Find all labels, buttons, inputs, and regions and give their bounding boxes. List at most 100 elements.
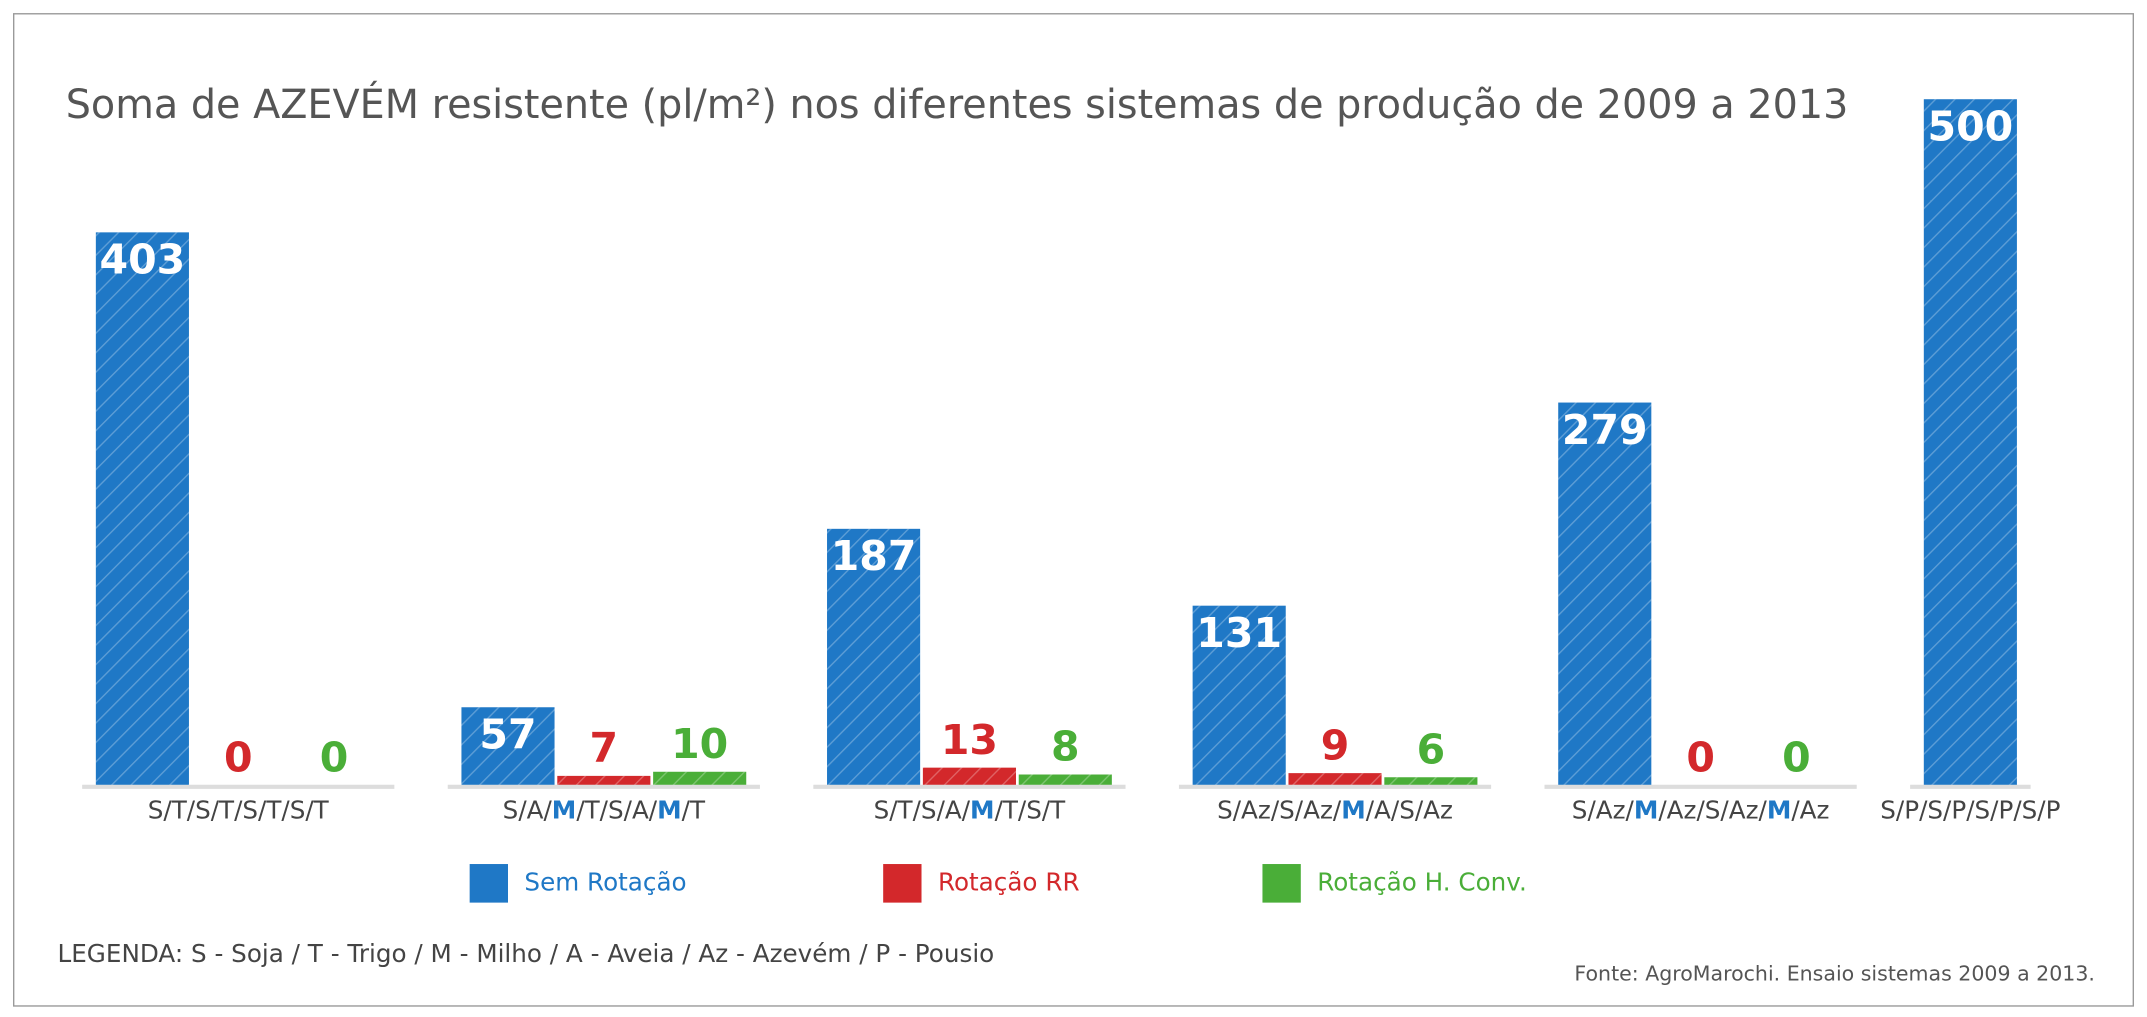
x-tick-part: / [518,796,527,825]
x-tick-part: / [1919,796,1928,825]
chart-title: Soma de AZEVÉM resistente (pl/m²) nos di… [66,81,1849,128]
x-tick-part: / [1295,796,1304,825]
x-tick-label: S/Az/S/Az/M/A/S/Az [1217,796,1453,825]
x-tick-part: / [682,796,691,825]
bar-hatch [461,707,555,786]
x-tick-part: / [995,796,1004,825]
x-tick-part: / [1626,796,1635,825]
x-tick-part: S [921,796,937,825]
x-tick-part: / [258,796,267,825]
legend-swatch [1262,864,1301,903]
x-tick-label: S/P/S/P/S/P/S/P [1880,796,2060,825]
x-tick-part: P [1904,796,1919,825]
value-label: 8 [1051,723,1080,771]
x-tick-part: S [1217,796,1233,825]
x-tick-part: Az [1667,796,1697,825]
x-tick-part: / [1696,796,1705,825]
x-tick-part: T [265,796,282,825]
x-tick-part: S [1279,796,1295,825]
x-tick-part: / [1415,796,1424,825]
x-tick-part: / [649,796,658,825]
x-tick-part: A [945,796,962,825]
x-tick-part: M [1341,796,1366,825]
source: Fonte: AgroMarochi. Ensaio sistemas 2009… [1574,961,2095,985]
x-tick-label: S/Az/M/Az/S/Az/M/Az [1572,796,1830,825]
x-tick-part: / [1658,796,1667,825]
x-tick-part: S [2022,796,2038,825]
x-tick-part: / [234,796,243,825]
x-tick-part: M [552,796,577,825]
bar-hatch [922,767,1016,786]
x-tick-part: T [218,796,235,825]
x-tick-part: / [1018,796,1027,825]
x-tick-part: S [1880,796,1896,825]
x-tick-part: T [584,796,601,825]
bar-hatch [557,775,651,786]
bar-hatch [1192,605,1286,786]
x-tick-part: T [897,796,914,825]
legend-swatch [469,864,508,903]
value-label: 0 [1782,734,1811,782]
x-tick-label: S/T/S/T/S/T/S/T [148,796,330,825]
x-tick-part: S [242,796,258,825]
x-tick-part: M [970,796,995,825]
x-tick-part: / [576,796,585,825]
value-label: 187 [831,532,917,580]
x-tick-part: S [195,796,211,825]
x-tick-part: / [1966,796,1975,825]
x-tick-part: / [1720,796,1729,825]
x-tick-label: S/A/M/T/S/A/M/T [503,796,706,825]
value-label: 500 [1928,102,2014,150]
x-tick-part: Az [1303,796,1333,825]
x-tick-part: T [1002,796,1019,825]
value-label: 0 [1686,734,1715,782]
x-tick-part: / [187,796,196,825]
x-tick-part: S [608,796,624,825]
x-tick-part: / [543,796,552,825]
x-tick-part: S [1927,796,1943,825]
value-label: 0 [224,734,253,782]
x-tick-part: S [503,796,519,825]
legend-swatch [883,864,922,903]
x-tick-part: S [148,796,164,825]
x-tick-part: / [1366,796,1375,825]
x-tick-part: T [1049,796,1066,825]
legend-label: Rotação RR [938,867,1080,896]
x-tick-part: / [1896,796,1905,825]
x-tick-part: P [1998,796,2013,825]
x-tick-part: / [1233,796,1242,825]
x-tick-part: M [1634,796,1659,825]
bar-hatch [1558,402,1652,786]
x-tick-part: A [1374,796,1391,825]
legend-label: Sem Rotação [524,867,686,896]
bar-hatch [827,528,921,786]
x-tick-part: A [632,796,649,825]
x-tick-part: / [1042,796,1051,825]
x-tick-part: / [1759,796,1768,825]
x-tick-part: / [1943,796,1952,825]
x-tick-part: S [1026,796,1042,825]
value-label: 6 [1417,725,1446,773]
x-tick-part: / [2013,796,2022,825]
legend-label: Rotação H. Conv. [1317,867,1527,896]
x-tick-part: / [1587,796,1596,825]
frame [13,13,2134,1007]
x-tick-part: / [211,796,220,825]
x-tick-part: / [889,796,898,825]
bar-hatch [95,232,189,786]
x-tick-part: P [1951,796,1966,825]
x-tick-part: Az [1241,796,1271,825]
x-tick-label: S/T/S/A/M/T/S/T [874,796,1067,825]
bar-hatch [1384,777,1478,786]
x-tick-part: / [1791,796,1800,825]
x-tick-part: / [1990,796,1999,825]
x-tick-part: S [1975,796,1991,825]
legend-note: LEGENDA: S - Soja / T - Trigo / M - Milh… [58,939,995,968]
value-label: 10 [671,720,728,768]
bar-hatch [1923,99,2017,786]
x-tick-part: Az [1423,796,1453,825]
value-label: 9 [1321,721,1350,769]
x-tick-part: / [624,796,633,825]
